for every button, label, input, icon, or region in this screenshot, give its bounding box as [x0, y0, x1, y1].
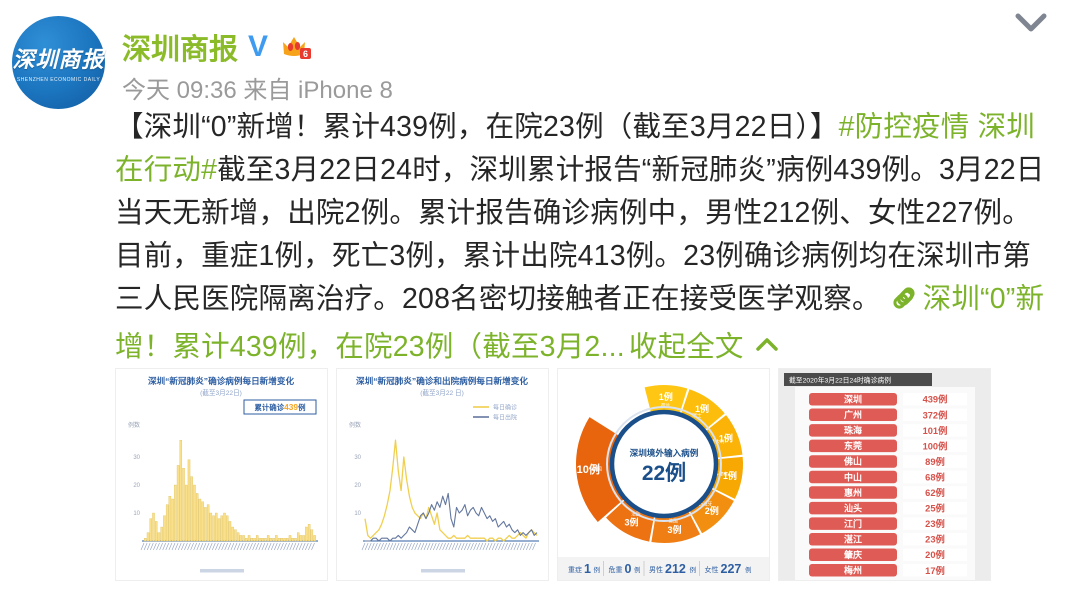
svg-text:1例: 1例 — [659, 391, 673, 402]
svg-text:10例: 10例 — [577, 462, 600, 476]
svg-text:(截至3月22 日): (截至3月22 日) — [420, 388, 464, 397]
thumbnail-daily-new-bar-chart[interactable]: 深圳“新冠肺炎”确诊病例每日新增变化 (截至3月22日) 例数 10 20 30 累计确诊4… — [115, 368, 328, 581]
svg-text:每日确诊: 每日确诊 — [493, 404, 517, 412]
svg-text:1: 1 — [584, 562, 591, 576]
svg-text:每日出院: 每日出院 — [493, 414, 517, 422]
svg-text:男性: 男性 — [649, 565, 663, 574]
svg-text:30: 30 — [133, 455, 140, 461]
svg-text:深圳: 深圳 — [844, 394, 862, 405]
svg-text:例: 例 — [745, 565, 752, 574]
svg-text:危重: 危重 — [609, 565, 623, 574]
svg-text:23例: 23例 — [925, 518, 945, 529]
svg-text:(截至3月22日): (截至3月22日) — [200, 388, 242, 397]
user-header: 深圳商报 V 6 — [122, 26, 314, 68]
svg-text:珠海: 珠海 — [844, 425, 862, 436]
svg-text:截至2020年3月22日24时确诊病例: 截至2020年3月22日24时确诊病例 — [789, 376, 891, 385]
avatar-subtitle: SHENZHEN ECONOMIC DAILY — [16, 77, 101, 83]
svg-text:江门: 江门 — [844, 518, 862, 529]
caret-up-icon[interactable] — [754, 324, 780, 367]
post-meta: 今天 09:36 来自 iPhone 8 — [122, 77, 393, 104]
hashtag-link[interactable]: #防控疫情 深圳在行动# — [115, 111, 1035, 186]
svg-text:累计确诊439例: 累计确诊439例 — [255, 402, 306, 412]
thumbnail-confirmed-discharged-line-chart[interactable]: 深圳“新冠肺炎”确诊和出院病例每日新增变化 (截至3月22 日) 例数 10 20 30 每… — [336, 368, 549, 581]
svg-text:惠州: 惠州 — [844, 487, 862, 498]
svg-text:例: 例 — [634, 565, 641, 574]
svg-text:101例: 101例 — [923, 425, 948, 436]
svg-text:25例: 25例 — [925, 503, 945, 514]
svg-text:17例: 17例 — [925, 565, 945, 576]
svg-text:100例: 100例 — [923, 440, 948, 451]
svg-text:中山: 中山 — [844, 471, 862, 482]
svg-text:1例: 1例 — [723, 470, 737, 481]
link-icon — [891, 281, 917, 324]
thumbnail-guangdong-cities-table[interactable]: 截至2020年3月22日24时确诊病例深圳 439例广州 372例珠海 101例东莞 1… — [778, 368, 991, 581]
thumbnail-imported-cases-donut-chart[interactable]: 荷兰 1例 瑞士 1例 意大利 1例 菲律宾 1例 西班牙 2例 美国 3例 法国 3例 英国 10例 深圳境外… — [557, 368, 770, 581]
svg-text:22例: 22例 — [642, 461, 686, 485]
svg-text:89例: 89例 — [925, 456, 945, 467]
svg-text:227: 227 — [721, 562, 742, 576]
svg-text:菲律宾: 菲律宾 — [714, 471, 728, 478]
svg-text:2例: 2例 — [705, 505, 719, 516]
svg-text:佛山: 佛山 — [843, 456, 862, 467]
svg-text:0: 0 — [625, 562, 632, 576]
svg-text:212: 212 — [665, 562, 686, 576]
svg-text:重症: 重症 — [568, 565, 582, 574]
svg-text:东莞: 东莞 — [844, 440, 862, 451]
svg-text:荷兰: 荷兰 — [661, 402, 671, 409]
username-link[interactable]: 深圳商报 — [122, 34, 239, 66]
member-crown-icon: 6 — [280, 32, 314, 62]
svg-text:372例: 372例 — [923, 409, 948, 420]
svg-text:10: 10 — [354, 511, 361, 517]
post-content: 【深圳“0”新增！累计439例，在院23例（截至3月22日）】#防控疫情 深圳在… — [115, 106, 1053, 369]
post-text-intro: 【深圳“0”新增！累计439例，在院23例（截至3月22日）】 — [115, 111, 839, 143]
avatar[interactable]: 深圳商报 SHENZHEN ECONOMIC DAILY — [12, 16, 105, 109]
collapse-full-text[interactable]: 收起全文 — [628, 331, 744, 363]
avatar-title: 深圳商报 — [12, 47, 105, 72]
chevron-down-icon[interactable] — [1010, 8, 1052, 38]
svg-text:例数: 例数 — [128, 421, 140, 429]
svg-text:10: 10 — [133, 511, 140, 517]
svg-text:439例: 439例 — [923, 394, 948, 405]
post-text-body: 截至3月22日24时，深圳累计报告“新冠肺炎”病例439例。3月22日当天无新增… — [115, 154, 1045, 315]
svg-text:3例: 3例 — [625, 517, 639, 528]
svg-text:深圳“新冠肺炎”确诊和出院病例每日新增变化: 深圳“新冠肺炎”确诊和出院病例每日新增变化 — [356, 375, 528, 386]
svg-text:68例: 68例 — [925, 471, 945, 482]
svg-text:深圳境外输入病例: 深圳境外输入病例 — [630, 447, 699, 458]
svg-text:20: 20 — [354, 483, 361, 489]
thumbnail-strip: 深圳“新冠肺炎”确诊病例每日新增变化 (截至3月22日) 例数 10 20 30 累计确诊4… — [115, 368, 991, 581]
svg-text:肇庆: 肇庆 — [844, 549, 862, 560]
svg-text:62例: 62例 — [925, 487, 945, 498]
member-level: 6 — [303, 49, 308, 59]
svg-text:英国: 英国 — [593, 465, 603, 472]
svg-text:例数: 例数 — [349, 421, 361, 429]
svg-text:1例: 1例 — [695, 403, 709, 414]
svg-text:30: 30 — [354, 455, 361, 461]
svg-text:意大利: 意大利 — [711, 438, 725, 445]
svg-text:例: 例 — [594, 565, 601, 574]
svg-text:梅州: 梅州 — [844, 565, 862, 576]
svg-text:3例: 3例 — [667, 524, 681, 535]
svg-text:1例: 1例 — [719, 432, 733, 443]
svg-text:广州: 广州 — [844, 409, 862, 420]
article-link[interactable]: 深圳“0”新增！累计439例，在院23例（截至3月2... — [115, 283, 1045, 363]
svg-text:汕头: 汕头 — [844, 502, 862, 513]
svg-text:例: 例 — [690, 565, 697, 574]
svg-text:20: 20 — [133, 483, 140, 489]
verified-badge-icon: V — [248, 30, 269, 63]
svg-text:湛江: 湛江 — [844, 533, 862, 544]
svg-text:深圳“新冠肺炎”确诊病例每日新增变化: 深圳“新冠肺炎”确诊病例每日新增变化 — [148, 375, 295, 386]
svg-text:女性: 女性 — [705, 565, 719, 574]
svg-text:20例: 20例 — [925, 549, 945, 560]
svg-text:23例: 23例 — [925, 534, 945, 545]
svg-text:瑞士: 瑞士 — [692, 412, 702, 418]
